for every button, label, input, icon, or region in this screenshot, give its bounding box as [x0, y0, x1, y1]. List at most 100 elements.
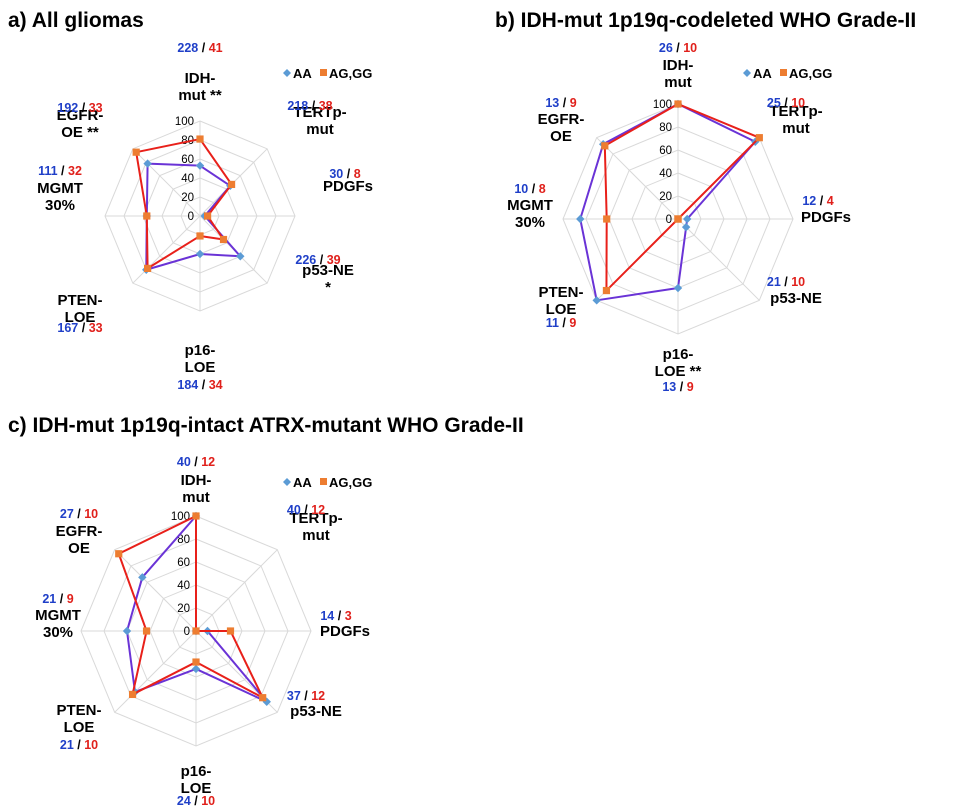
sample-count: 10 / 8	[514, 182, 545, 196]
sample-count: 25 / 10	[767, 96, 805, 110]
category-label: MGMT 30%	[37, 180, 83, 214]
count-ag: 41	[209, 41, 223, 55]
point-aa	[681, 222, 691, 232]
count-ag: 32	[68, 164, 82, 178]
category-label: MGMT 30%	[35, 607, 81, 641]
legend-aa-icon	[283, 69, 291, 77]
legend-ag-label: AG,GG	[329, 475, 372, 490]
legend-aa-label: AA	[753, 66, 772, 81]
legend: AA AG,GG	[283, 475, 372, 490]
count-ag: 8	[354, 167, 361, 181]
point-ag	[192, 512, 200, 520]
tick-label: 20	[659, 191, 672, 203]
count-aa: 111	[38, 164, 58, 178]
sample-count: 167 / 33	[57, 321, 102, 335]
sample-count: 13 / 9	[545, 96, 576, 110]
legend-ag-label: AG,GG	[329, 66, 372, 81]
point-ag	[196, 232, 204, 240]
axis-spoke	[132, 148, 201, 217]
legend-aa-icon	[283, 478, 291, 486]
panel-title: c) IDH-mut 1p19q-intact ATRX-mutant WHO …	[8, 414, 524, 437]
count-ag: 10	[84, 738, 98, 752]
count-aa: 26	[659, 41, 673, 55]
count-ag: 8	[539, 182, 546, 196]
point-ag	[674, 215, 682, 223]
point-ag	[674, 100, 682, 108]
category-label: p16-LOE **	[655, 346, 702, 380]
sample-count: 228 / 41	[177, 41, 222, 55]
point-ag	[755, 134, 763, 142]
category-label: p16-LOE	[185, 342, 216, 376]
sample-count: 218 / 38	[287, 99, 332, 113]
count-aa: 228	[177, 41, 198, 55]
count-aa: 13	[545, 96, 559, 110]
point-aa	[122, 626, 132, 636]
count-aa: 10	[514, 182, 528, 196]
axis-spoke	[114, 630, 197, 713]
point-aa	[143, 159, 152, 168]
sample-count: 30 / 8	[329, 167, 360, 181]
category-label: TERTp-mut	[769, 103, 822, 137]
count-ag: 12	[311, 689, 325, 703]
count-aa: 184	[177, 378, 198, 392]
count-aa: 167	[57, 321, 78, 335]
tick-label: 100	[175, 116, 194, 128]
count-ag: 9	[570, 96, 577, 110]
point-aa	[191, 664, 201, 674]
count-aa: 226	[295, 253, 316, 267]
tick-label: 20	[177, 603, 190, 615]
count-aa: 11	[546, 316, 559, 330]
sample-count: 184 / 34	[177, 378, 222, 392]
point-ag	[204, 212, 212, 220]
count-ag: 10	[791, 96, 805, 110]
tick-label: 0	[184, 626, 190, 638]
category-label: PDGFs	[323, 178, 373, 195]
sample-count: 13 / 9	[662, 380, 693, 394]
category-label: MGMT 30%	[507, 197, 553, 231]
count-aa: 30	[329, 167, 343, 181]
radar-chart-3: c) IDH-mut 1p19q-intact ATRX-mutant WHO …	[8, 414, 524, 808]
point-ag	[192, 627, 200, 635]
point-ag	[142, 627, 151, 635]
legend-aa-icon	[743, 69, 751, 77]
count-aa: 40	[287, 503, 301, 517]
legend: AA AG,GG	[283, 66, 372, 81]
legend-ag-icon	[320, 69, 327, 76]
count-ag: 33	[89, 321, 103, 335]
point-ag	[115, 550, 123, 558]
category-label: IDH-mut **	[178, 70, 222, 104]
point-aa	[138, 573, 147, 582]
count-ag: 12	[311, 503, 325, 517]
category-label: p53-NE	[290, 703, 342, 720]
sample-count: 111 / 32	[38, 164, 82, 178]
count-aa: 14	[320, 609, 334, 623]
sample-count: 14 / 3	[320, 609, 351, 623]
point-aa	[195, 249, 205, 259]
count-aa: 12	[802, 194, 816, 208]
count-aa: 13	[662, 380, 676, 394]
count-ag: 34	[209, 378, 223, 392]
tick-label: 100	[653, 99, 672, 111]
category-label: PDGFs	[801, 209, 851, 226]
point-ag	[603, 215, 611, 223]
tick-label: 80	[659, 122, 672, 134]
category-label: TERTp-mut	[293, 104, 346, 138]
axis-spoke	[596, 137, 679, 220]
tick-label: 40	[659, 168, 672, 180]
tick-label: 60	[659, 145, 672, 157]
category-label: p53-NE	[770, 290, 822, 307]
tick-label: 80	[177, 534, 190, 546]
tick-label: 20	[181, 192, 194, 204]
count-aa: 21	[42, 592, 56, 606]
count-ag: 3	[345, 609, 352, 623]
legend-aa-label: AA	[293, 66, 312, 81]
legend-ag-icon	[780, 69, 787, 76]
point-aa	[683, 214, 692, 224]
axis-spoke	[677, 218, 760, 301]
sample-count: 26 / 10	[659, 41, 697, 55]
sample-count: 40 / 12	[177, 455, 215, 469]
category-label: IDH-mut	[663, 57, 694, 91]
category-label: EGFR-OE **	[57, 107, 104, 141]
